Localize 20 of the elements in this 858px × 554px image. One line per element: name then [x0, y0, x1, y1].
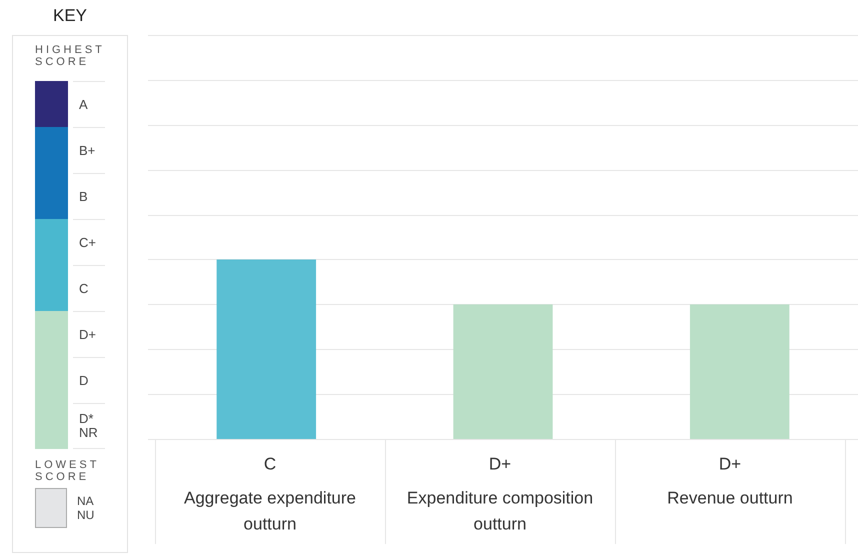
- text: D: [79, 372, 90, 388]
- text: C+: [79, 234, 97, 250]
- text: NU: [77, 508, 96, 522]
- x-tick-label: Aggregate expenditure outturn: [184, 488, 356, 534]
- text: NR: [79, 425, 99, 440]
- text: B: [79, 188, 89, 204]
- text: HIGHEST SCORE: [35, 44, 106, 68]
- text: D*: [79, 411, 94, 426]
- text: NA: [77, 494, 95, 508]
- text: D+: [79, 326, 97, 342]
- legend-title: KEY: [52, 6, 88, 26]
- text: D+: [718, 454, 742, 474]
- x-tick-label: Revenue outturn: [667, 488, 793, 508]
- x-tick-label: Expenditure composition outturn: [406, 488, 594, 534]
- text: C: [264, 454, 276, 474]
- text: C: [79, 280, 90, 296]
- text: D+: [488, 454, 512, 474]
- text: B+: [79, 142, 96, 158]
- text: A: [79, 96, 89, 112]
- text: LOWEST SCORE: [35, 459, 100, 483]
